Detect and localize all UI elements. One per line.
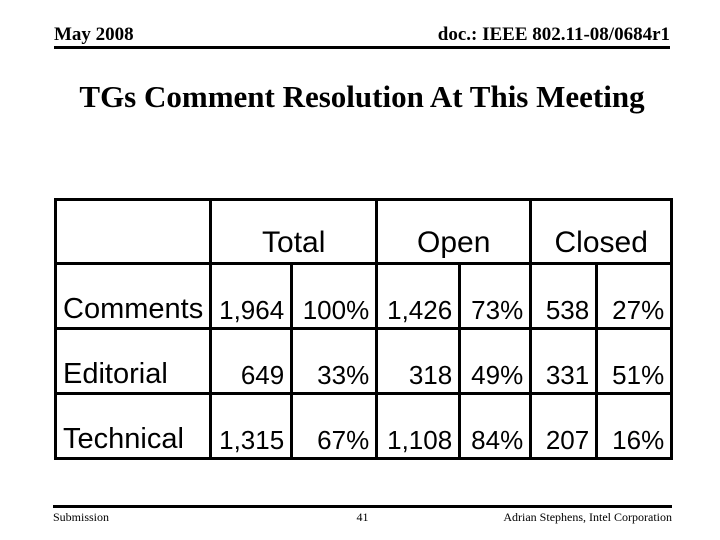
page-title: TGs Comment Resolution At This Meeting bbox=[79, 79, 645, 114]
open-pct-cell: 84% bbox=[458, 392, 533, 460]
comment-resolution-table: Total Open Closed Comments 1,964 100% 1,… bbox=[53, 198, 674, 460]
header-date: May 2008 bbox=[54, 24, 134, 45]
row-label: Comments bbox=[53, 262, 213, 330]
page-number: 41 bbox=[356, 510, 369, 524]
table-row-technical: Technical 1,315 67% 1,108 84% 207 16% bbox=[53, 392, 674, 460]
total-count-cell: 649 bbox=[209, 327, 294, 395]
open-count-cell: 318 bbox=[375, 327, 462, 395]
closed-count-cell: 207 bbox=[529, 392, 599, 460]
total-count-cell: 1,964 bbox=[209, 262, 294, 330]
table-row-comments: Comments 1,964 100% 1,426 73% 538 27% bbox=[53, 262, 674, 330]
closed-pct-cell: 27% bbox=[595, 262, 674, 330]
slide-footer: Submission 41 Adrian Stephens, Intel Cor… bbox=[53, 505, 672, 525]
footer-submission-label: Submission bbox=[53, 510, 110, 524]
header-doc-number: doc.: IEEE 802.11-08/0684r1 bbox=[437, 24, 670, 45]
slide-header: May 2008 doc.: IEEE 802.11-08/0684r1 bbox=[54, 24, 670, 49]
closed-pct-cell: 51% bbox=[595, 327, 674, 395]
footer-author: Adrian Stephens, Intel Corporation bbox=[503, 510, 672, 524]
closed-count-cell: 538 bbox=[529, 262, 599, 330]
open-pct-cell: 73% bbox=[458, 262, 533, 330]
total-pct-cell: 33% bbox=[290, 327, 379, 395]
total-pct-cell: 67% bbox=[290, 392, 379, 460]
total-pct-cell: 100% bbox=[290, 262, 379, 330]
column-header-open: Open bbox=[375, 198, 533, 265]
open-count-cell: 1,108 bbox=[375, 392, 462, 460]
open-pct-cell: 49% bbox=[458, 327, 533, 395]
total-count-cell: 1,315 bbox=[209, 392, 294, 460]
column-header-total: Total bbox=[209, 198, 379, 265]
table-header-row: Total Open Closed bbox=[53, 198, 674, 265]
table-row-editorial: Editorial 649 33% 318 49% 331 51% bbox=[53, 327, 674, 395]
row-label: Technical bbox=[53, 392, 213, 460]
open-count-cell: 1,426 bbox=[375, 262, 462, 330]
table-corner-cell bbox=[53, 198, 213, 265]
closed-count-cell: 331 bbox=[529, 327, 599, 395]
row-label: Editorial bbox=[53, 327, 213, 395]
column-header-closed: Closed bbox=[529, 198, 674, 265]
closed-pct-cell: 16% bbox=[595, 392, 674, 460]
